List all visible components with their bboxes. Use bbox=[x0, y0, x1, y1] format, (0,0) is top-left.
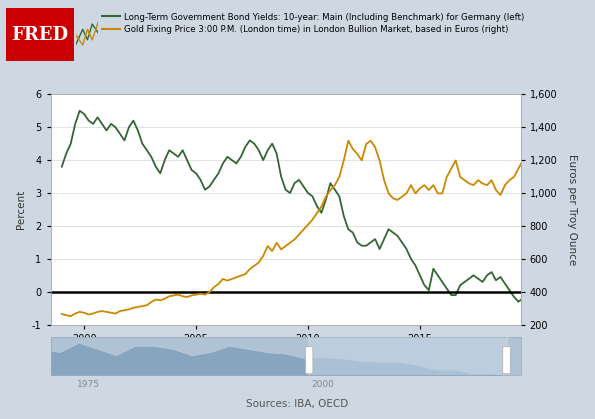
FancyBboxPatch shape bbox=[503, 347, 511, 374]
Text: FRED: FRED bbox=[11, 26, 69, 44]
FancyBboxPatch shape bbox=[305, 347, 313, 374]
Text: Sources: IBA, OECD: Sources: IBA, OECD bbox=[246, 398, 349, 409]
Legend: Long-Term Government Bond Yields: 10-year: Main (Including Benchmark) for German: Long-Term Government Bond Yields: 10-yea… bbox=[102, 13, 524, 34]
Y-axis label: Percent: Percent bbox=[17, 190, 26, 229]
Y-axis label: Euros per Troy Ounce: Euros per Troy Ounce bbox=[567, 154, 577, 265]
Bar bbox=[309, 337, 506, 375]
